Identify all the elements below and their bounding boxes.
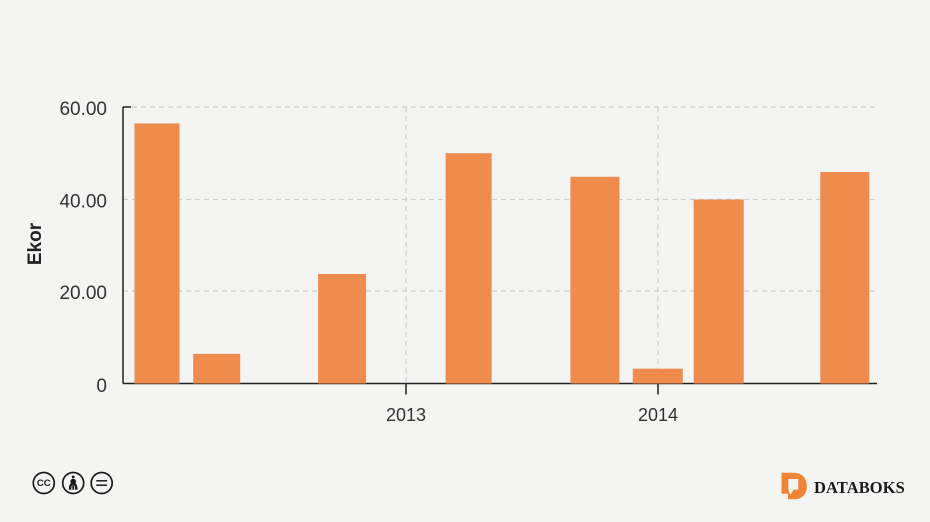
svg-text:60.00: 60.00: [59, 99, 107, 120]
svg-text:DATABOKS: DATABOKS: [814, 478, 905, 497]
svg-text:2013: 2013: [386, 405, 426, 425]
svg-text:0: 0: [96, 376, 107, 397]
svg-text:CC: CC: [37, 478, 51, 489]
svg-text:40.00: 40.00: [59, 192, 107, 213]
svg-text:20.00: 20.00: [59, 283, 107, 304]
svg-text:2014: 2014: [638, 405, 678, 425]
svg-text:Ekor: Ekor: [25, 222, 46, 265]
